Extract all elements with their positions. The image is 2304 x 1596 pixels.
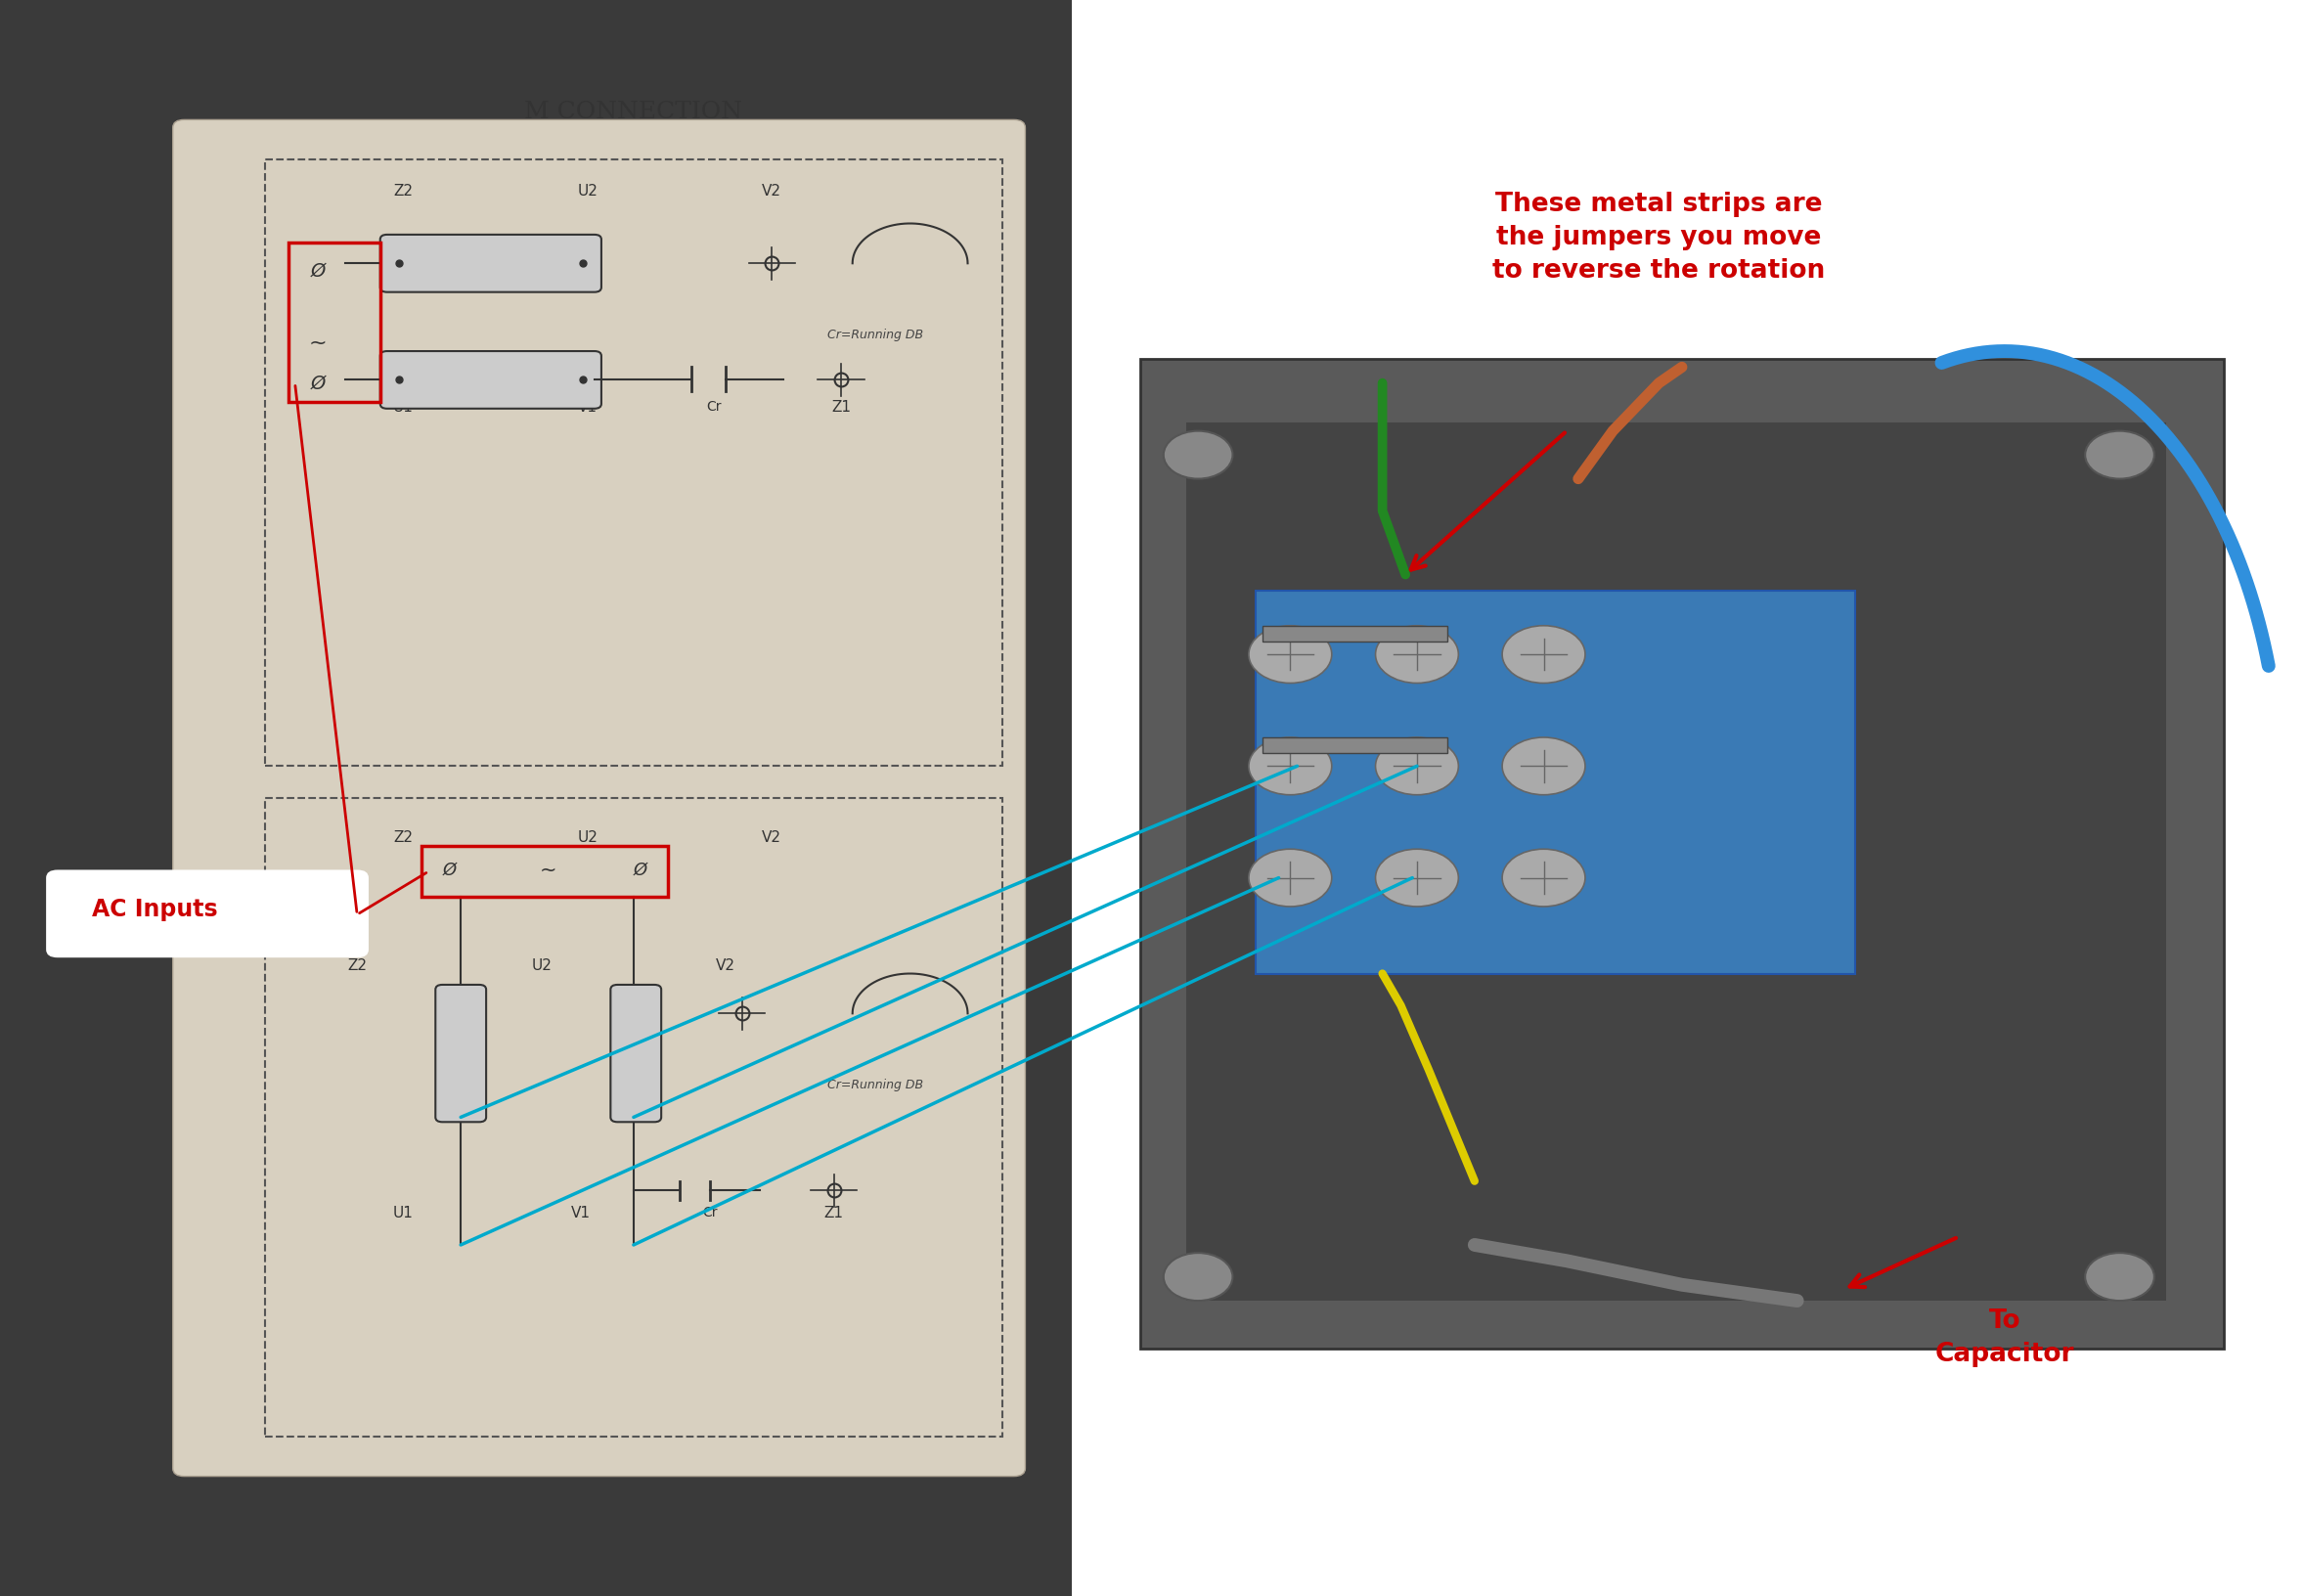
Text: Z2: Z2 (348, 958, 366, 974)
Bar (288, 243, 380, 402)
Text: Ø: Ø (311, 373, 325, 393)
Text: Ø: Ø (311, 262, 325, 281)
Circle shape (1249, 849, 1332, 907)
Text: ~: ~ (539, 860, 558, 879)
Bar (1187, 423, 2166, 1301)
Text: V2: V2 (717, 958, 735, 974)
Text: Ø: Ø (634, 860, 647, 879)
Text: U2: U2 (578, 184, 597, 200)
Circle shape (1502, 626, 1585, 683)
Text: These metal strips are
the jumpers you move
to reverse the rotation: These metal strips are the jumpers you m… (1493, 192, 1825, 284)
Text: Cr=Running DB: Cr=Running DB (827, 1079, 924, 1092)
Text: Z2: Z2 (394, 830, 412, 846)
Text: V2: V2 (763, 830, 781, 846)
Bar (1071, 0, 2304, 1596)
Text: Ø: Ø (442, 860, 456, 879)
Bar (265, 160, 1002, 766)
Text: AC Inputs: AC Inputs (92, 899, 219, 921)
Bar (1263, 737, 1447, 753)
Circle shape (2085, 431, 2154, 479)
Bar (1263, 626, 1447, 642)
FancyBboxPatch shape (46, 870, 369, 958)
FancyBboxPatch shape (173, 120, 1025, 1476)
Text: U1: U1 (394, 399, 412, 415)
Circle shape (1249, 737, 1332, 795)
Circle shape (1249, 626, 1332, 683)
Text: To
Capacitor: To Capacitor (1935, 1309, 2074, 1368)
Circle shape (1164, 1253, 1233, 1301)
Bar (1256, 591, 1855, 974)
Text: Z1: Z1 (825, 1205, 843, 1221)
Bar (422, 846, 668, 897)
FancyBboxPatch shape (611, 985, 661, 1122)
Text: Cr=Running DB: Cr=Running DB (827, 329, 924, 342)
Circle shape (1375, 849, 1458, 907)
FancyBboxPatch shape (380, 235, 601, 292)
FancyBboxPatch shape (380, 351, 601, 409)
Circle shape (1502, 737, 1585, 795)
Bar (0, 0, 1071, 1596)
Circle shape (1375, 737, 1458, 795)
Text: Cr: Cr (707, 401, 721, 413)
Text: V1: V1 (571, 1205, 590, 1221)
Text: Z2: Z2 (394, 184, 412, 200)
Text: Cr: Cr (703, 1207, 717, 1219)
Text: U1: U1 (394, 1205, 412, 1221)
Text: ~: ~ (309, 334, 327, 353)
Text: V1: V1 (578, 399, 597, 415)
Text: V2: V2 (763, 184, 781, 200)
Circle shape (1375, 626, 1458, 683)
Circle shape (1502, 849, 1585, 907)
FancyBboxPatch shape (435, 985, 486, 1122)
Text: U2: U2 (532, 958, 551, 974)
Bar (1140, 359, 2223, 1349)
Circle shape (2085, 1253, 2154, 1301)
Circle shape (1164, 431, 1233, 479)
Bar (265, 798, 1002, 1436)
Text: Z1: Z1 (832, 399, 850, 415)
Text: U2: U2 (578, 830, 597, 846)
Text: M CONNECTION: M CONNECTION (525, 101, 742, 123)
